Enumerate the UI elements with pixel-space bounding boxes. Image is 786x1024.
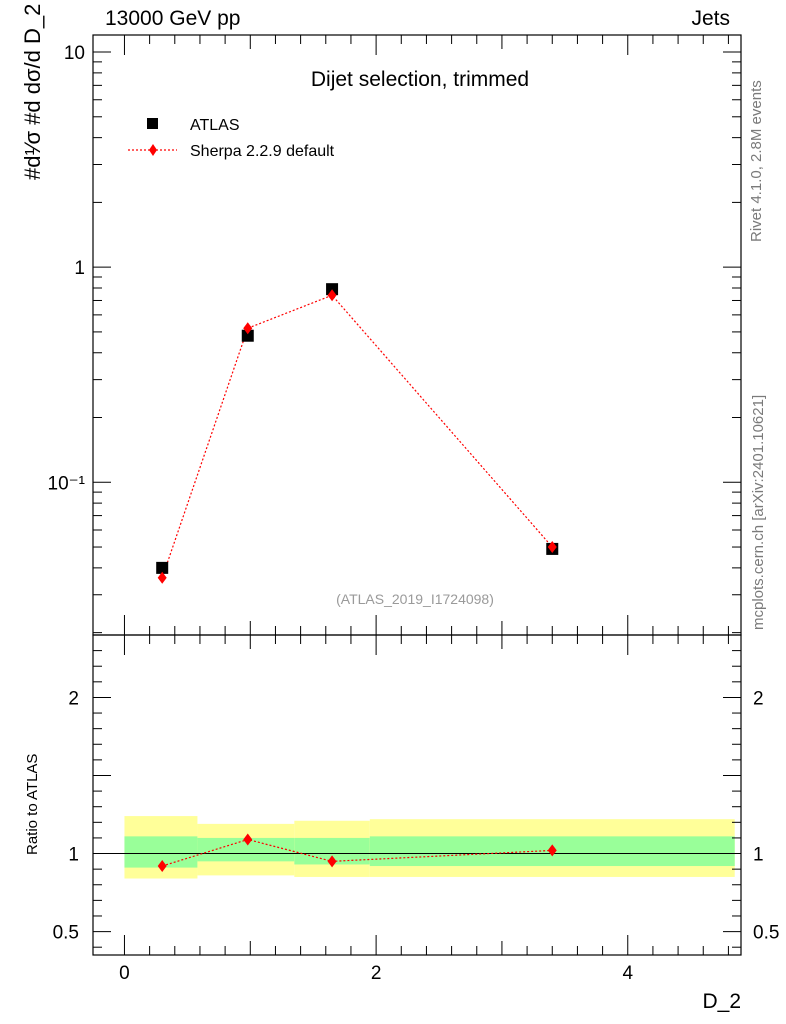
header-left: 13000 GeV pp xyxy=(105,7,241,30)
side-label-bottom: mcplots.cern.ch [arXiv:2401.10621] xyxy=(750,395,767,630)
main-series xyxy=(156,283,559,584)
side-label-top: Rivet 4.1.0, 2.8M events xyxy=(748,80,765,242)
sherpa-point xyxy=(547,541,557,554)
sherpa-point xyxy=(327,289,337,302)
xlabel: D_2 xyxy=(702,990,741,1013)
ratio-ytick-label-right: 2 xyxy=(753,688,764,709)
ratio-ytick-label-left: 0.5 xyxy=(53,923,79,944)
ratio-mc-line xyxy=(162,838,553,867)
ratio-sherpa-point xyxy=(327,855,337,868)
main-ytick-label: 10 xyxy=(64,43,85,64)
ratio-sherpa-point xyxy=(243,833,253,846)
ratio-y-ticks: 0.5 0.5 1 1 2 2 xyxy=(53,634,779,948)
ratio-sherpa-point xyxy=(547,844,557,857)
atlas-point xyxy=(156,561,169,574)
watermark: (ATLAS_2019_I1724098) xyxy=(336,591,494,607)
ratio-series xyxy=(157,833,557,873)
ylabel-main: #d¹⁄σ #d dσ/d D_2 xyxy=(20,4,45,180)
mc-line xyxy=(161,294,553,578)
header-right: Jets xyxy=(691,7,730,30)
ratio-ytick-label-right: 0.5 xyxy=(753,923,779,944)
legend-label-atlas: ATLAS xyxy=(190,117,240,134)
main-ytick-label: 10⁻¹ xyxy=(48,473,86,494)
sherpa-point xyxy=(243,322,253,335)
legend-marker-sherpa xyxy=(149,144,157,156)
x-ticks: 0 2 4 xyxy=(119,35,729,984)
legend-marker-atlas xyxy=(147,118,158,129)
xtick-label: 2 xyxy=(371,963,382,984)
ylabel-ratio: Ratio to ATLAS xyxy=(24,754,41,855)
legend-label-sherpa: Sherpa 2.2.9 default xyxy=(190,143,335,160)
ratio-sherpa-point xyxy=(157,860,167,873)
ratio-ytick-label-left: 1 xyxy=(68,845,79,866)
ratio-ytick-label-left: 2 xyxy=(68,688,79,709)
sherpa-point xyxy=(157,571,167,584)
atlas-point xyxy=(326,283,339,296)
ratio-panel-frame xyxy=(92,634,742,956)
main-ytick-label: 1 xyxy=(74,258,85,279)
chart-title: Dijet selection, trimmed xyxy=(311,68,529,91)
xtick-label: 0 xyxy=(119,963,130,984)
main-y-ticks: 10⁻¹ 1 10 xyxy=(48,43,741,634)
ratio-bands xyxy=(124,816,735,879)
atlas-point xyxy=(241,329,254,342)
ratio-band-inner-1 xyxy=(197,837,295,862)
legend: ATLAS Sherpa 2.2.9 default xyxy=(128,117,335,160)
ratio-ytick-label-right: 1 xyxy=(753,845,764,866)
xtick-label: 4 xyxy=(622,963,633,984)
